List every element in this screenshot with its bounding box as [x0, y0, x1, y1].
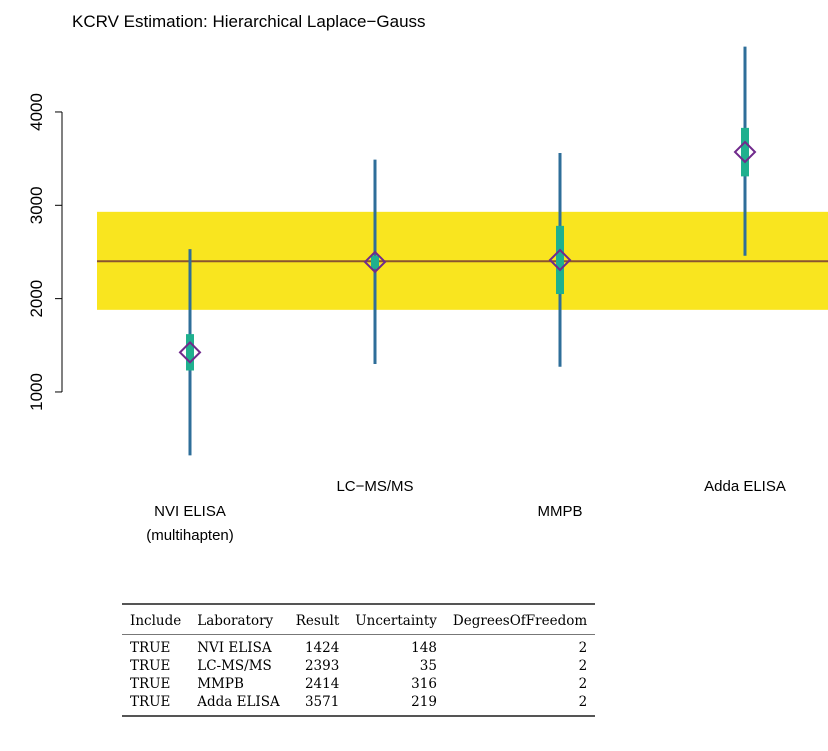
table-header-row: Include Laboratory Result Uncertainty De…	[122, 603, 596, 635]
header-result: Result	[287, 603, 348, 635]
cell-uncertainty: 219	[347, 693, 445, 717]
laboratory-label-line: NVI ELISA	[154, 503, 226, 520]
result-marker	[733, 140, 757, 164]
chart-title: KCRV Estimation: Hierarchical Laplace−Ga…	[72, 12, 426, 31]
cell-result: 2414	[304, 676, 340, 692]
cell-include: TRUE	[130, 658, 171, 674]
header-uncertainty: Uncertainty	[347, 603, 445, 635]
laboratory-label: Adda ELISA	[704, 475, 786, 499]
header-include: Include	[122, 603, 190, 635]
laboratory-label: NVI ELISA (multihapten)	[146, 500, 234, 548]
result-marker	[363, 250, 387, 274]
cell-include: TRUE	[122, 693, 190, 717]
laboratory-label: LC−MS/MS	[336, 475, 413, 499]
y-tick-label: 4000	[27, 93, 46, 131]
laboratory-label-line: MMPB	[537, 503, 583, 520]
cell-uncertainty: 316	[411, 676, 437, 692]
table-row: TRUE NVI ELISA 1424 148 2	[122, 635, 595, 658]
cell-result: 2393	[304, 658, 340, 674]
laboratory-label: MMPB	[538, 500, 583, 524]
y-tick-label: 3000	[27, 186, 46, 224]
y-tick-label: 1000	[27, 373, 46, 411]
table-row: TRUE Adda ELISA 3571 219 2	[122, 693, 596, 717]
cell-laboratory: MMPB	[197, 676, 244, 692]
cell-dof: 2	[578, 658, 588, 674]
header-laboratory: Laboratory	[189, 603, 288, 635]
cell-result: 3571	[287, 693, 348, 717]
cell-dof: 2	[444, 693, 596, 717]
cell-result: 1424	[304, 640, 340, 656]
cell-uncertainty: 35	[419, 658, 437, 674]
y-tick-label: 2000	[27, 280, 46, 318]
result-marker	[548, 248, 572, 272]
laboratory-label-line: (multihapten)	[146, 527, 234, 544]
laboratory-label-line: Adda ELISA	[704, 478, 786, 495]
kcrv-plot: 1000 2000 3000 4000	[27, 46, 828, 456]
result-marker	[178, 340, 202, 364]
cell-dof: 2	[578, 676, 588, 692]
cell-laboratory: Adda ELISA	[189, 693, 288, 717]
cell-include: TRUE	[130, 676, 171, 692]
cell-include: TRUE	[130, 640, 171, 656]
header-degrees-of-freedom: DegreesOfFreedom	[444, 603, 596, 635]
laboratory-label-line: LC−MS/MS	[336, 478, 414, 495]
laboratory-table: Include Laboratory Result Uncertainty De…	[122, 603, 596, 717]
cell-laboratory: NVI ELISA	[197, 640, 272, 656]
table-row: TRUE LC-MS/MS 2393 35 2	[122, 657, 595, 675]
cell-laboratory: LC-MS/MS	[197, 658, 272, 674]
cell-dof: 2	[578, 640, 588, 656]
cell-uncertainty: 148	[411, 640, 437, 656]
table-row: TRUE MMPB 2414 316 2	[122, 675, 595, 693]
